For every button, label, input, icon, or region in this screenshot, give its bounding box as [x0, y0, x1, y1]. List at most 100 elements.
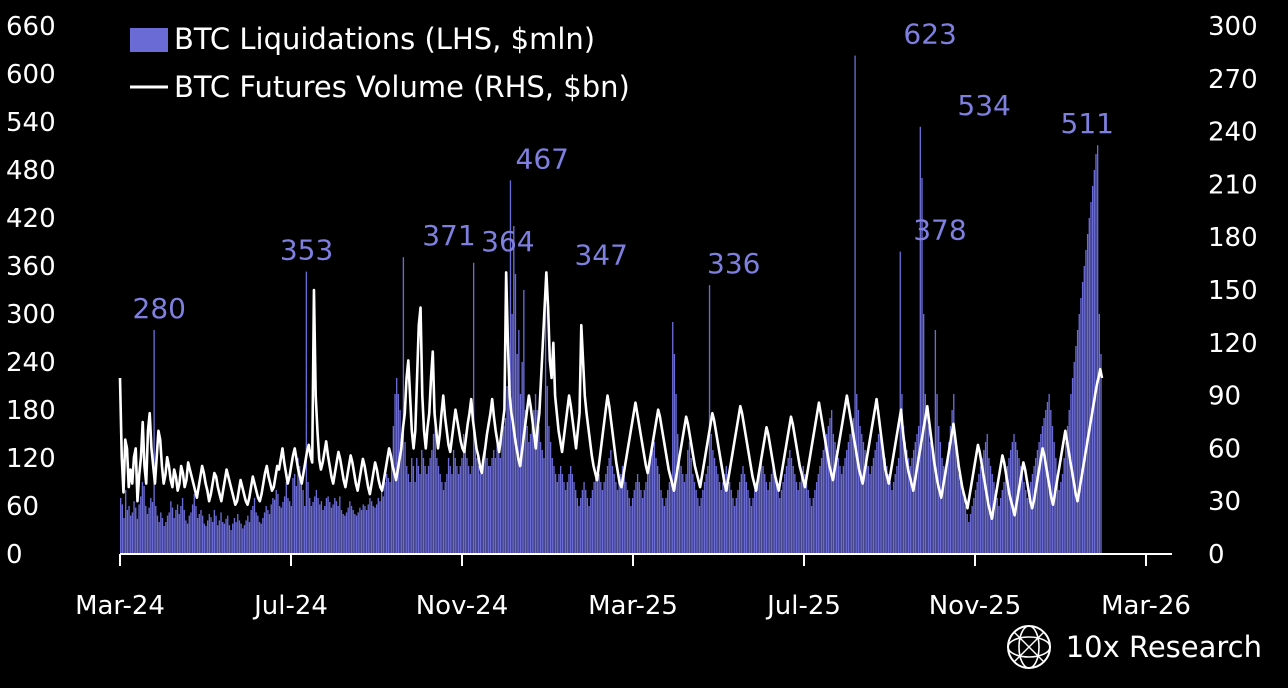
right-tick-label: 270 [1208, 65, 1258, 95]
liquidation-bar [595, 474, 597, 554]
liquidation-bar [452, 450, 455, 554]
liquidation-bar [854, 55, 856, 554]
liquidation-bar [899, 251, 901, 554]
liquidation-bar [653, 442, 655, 554]
liquidation-bar [856, 394, 858, 554]
liquidation-bar [742, 466, 744, 554]
liquidation-bar [120, 498, 122, 554]
liquidation-bar [824, 442, 826, 554]
liquidation-bar [350, 506, 353, 554]
liquidation-bar [486, 458, 488, 554]
liquidation-bar [332, 504, 334, 554]
liquidation-bar [702, 490, 704, 554]
liquidation-bar [633, 490, 635, 554]
liquidation-bar [799, 482, 801, 554]
liquidation-bar [737, 490, 739, 554]
liquidation-bar [767, 490, 769, 554]
liquidation-bar [541, 450, 543, 554]
liquidation-bar [1066, 426, 1069, 554]
liquidation-bar [749, 498, 751, 554]
liquidation-bar [715, 466, 717, 554]
liquidation-bar [504, 418, 507, 554]
liquidation-bar [370, 501, 373, 554]
liquidation-bar [931, 450, 933, 554]
liquidation-bar [877, 434, 880, 554]
liquidation-bar [941, 458, 943, 554]
liquidation-bar [290, 506, 292, 554]
x-tick-label: Mar-24 [75, 591, 165, 621]
liquidation-bars [120, 55, 1102, 555]
liquidation-bar [790, 458, 793, 554]
liquidation-bar [631, 498, 634, 554]
left-tick-label: 240 [6, 348, 56, 378]
liquidation-bar [757, 474, 759, 554]
liquidation-bar [481, 466, 483, 554]
liquidation-bar [1075, 346, 1077, 554]
liquidation-bar [1090, 202, 1092, 554]
liquidation-bar [277, 494, 279, 554]
liquidation-bar [822, 450, 824, 554]
liquidation-bar [889, 482, 891, 554]
liquidation-bar [563, 482, 565, 554]
liquidation-bar [874, 450, 876, 554]
liquidation-bar [705, 474, 707, 554]
liquidation-bar [1058, 490, 1060, 554]
left-tick-label: 0 [6, 540, 23, 570]
x-tick-label: Jul-24 [252, 591, 328, 621]
liquidation-bar [295, 486, 297, 554]
liquidation-bar [389, 482, 391, 554]
liquidation-bar [399, 410, 401, 554]
liquidation-bar [911, 458, 913, 554]
liquidation-bar [220, 512, 222, 554]
liquidation-bar [708, 285, 711, 554]
liquidation-bar [344, 515, 346, 554]
liquidation-bar [156, 515, 159, 554]
liquidation-bar [1078, 314, 1080, 554]
liquidation-bar [794, 474, 796, 554]
liquidation-bar [953, 394, 955, 554]
liquidation-bar [218, 520, 221, 554]
liquidation-bar [1048, 394, 1050, 554]
liquidation-bar [580, 498, 582, 554]
liquidation-bar [240, 523, 242, 554]
liquidation-bar [355, 515, 358, 554]
liquidation-bar [933, 458, 935, 554]
liquidation-bar [1038, 442, 1040, 554]
liquidation-bar [267, 510, 269, 554]
liquidation-bar [914, 442, 916, 554]
liquidation-bar [212, 522, 214, 554]
liquidation-bar [130, 515, 132, 554]
liquidation-bar [186, 523, 189, 554]
liquidation-bar [797, 490, 799, 554]
liquidation-bar [360, 510, 363, 554]
liquidation-bar [817, 474, 819, 554]
liquidation-bar [608, 458, 610, 554]
liquidation-bar [744, 474, 746, 554]
liquidation-bar [441, 482, 443, 554]
liquidation-bar [237, 514, 239, 554]
liquidation-bar [230, 530, 232, 554]
x-tick-label: Nov-24 [416, 591, 509, 621]
liquidation-bar [511, 314, 513, 554]
liquidation-bar [283, 496, 286, 554]
liquidation-bar [1095, 154, 1097, 554]
liquidation-bar [869, 474, 871, 554]
liquidation-bar [285, 482, 287, 554]
legend: BTC Liquidations (LHS, $mln) BTC Futures… [130, 22, 630, 104]
liquidation-bar [546, 386, 548, 554]
liquidation-bar [994, 490, 997, 554]
liquidation-bar [672, 322, 674, 554]
liquidation-bar [143, 486, 145, 554]
liquidation-bar [524, 410, 527, 554]
liquidation-bar [924, 394, 927, 554]
liquidation-bar [549, 442, 552, 554]
liquidation-bar [385, 474, 388, 554]
liquidation-bar [406, 466, 408, 554]
futures-volume-line [118, 271, 1104, 521]
liquidation-bar [205, 526, 207, 554]
liquidation-bar [974, 490, 977, 554]
liquidation-bar [476, 458, 478, 554]
liquidation-bar [427, 466, 430, 554]
peak-annotation: 364 [481, 225, 534, 258]
liquidation-bar [566, 482, 569, 554]
